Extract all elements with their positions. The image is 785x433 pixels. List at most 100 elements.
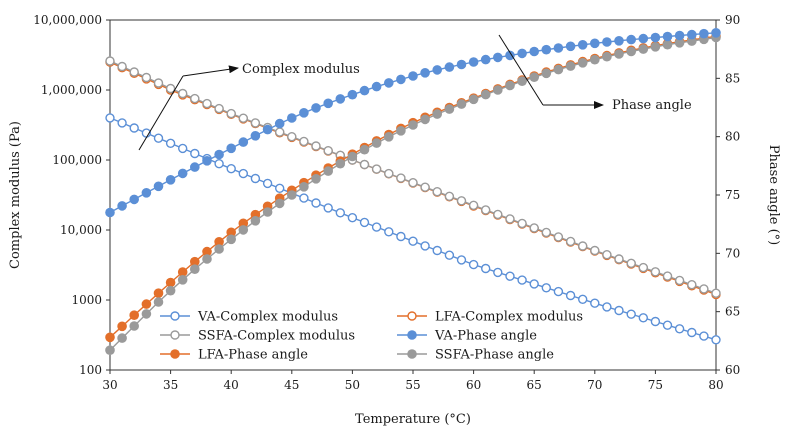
- ssfa-complex-modulus-point: [214, 103, 224, 114]
- ssfa-phase-angle-point: [129, 321, 139, 331]
- lfa-phase-angle-point: [226, 227, 236, 238]
- lfa-phase-angle-point: [190, 256, 200, 267]
- legend-swatch-marker: [407, 311, 417, 321]
- ssfa-complex-modulus-point: [626, 258, 636, 268]
- ssfa-phase-angle-point: [480, 89, 491, 100]
- ssfa-phase-angle-point: [432, 109, 443, 119]
- ssfa-phase-angle-point: [105, 345, 115, 356]
- va-complex-modulus-point: [262, 178, 273, 189]
- ssfa-phase-angle-point: [153, 297, 164, 307]
- va-phase-angle-point: [129, 194, 139, 205]
- series-ssfa-complex-modulus: [105, 56, 721, 298]
- va-complex-modulus-point: [190, 148, 200, 159]
- legend: VA-Complex modulus LFA-Complex modulus SSF…: [160, 310, 583, 363]
- x-tick-label: 60: [466, 378, 481, 392]
- lfa-phase-angle-point: [105, 332, 115, 343]
- ssfa-phase-angle-point: [626, 46, 636, 57]
- va-phase-angle-point: [590, 38, 600, 49]
- lfa-phase-angle-point: [141, 299, 152, 309]
- ssfa-complex-modulus-point: [590, 245, 600, 256]
- ssfa-complex-modulus-point: [226, 108, 236, 119]
- ssfa-complex-modulus-point: [238, 113, 249, 123]
- legend-swatch-marker: [407, 349, 417, 359]
- right-tick-label: 90: [725, 13, 740, 27]
- ssfa-phase-angle-point: [165, 285, 176, 296]
- ssfa-complex-modulus-point: [129, 67, 139, 77]
- ssfa-complex-modulus-point: [541, 227, 551, 238]
- x-tick-label: 55: [405, 378, 420, 392]
- ssfa-complex-modulus-point: [141, 72, 152, 83]
- va-complex-modulus-point: [699, 331, 709, 341]
- ssfa-complex-modulus-point: [432, 186, 442, 197]
- va-complex-modulus-point: [238, 168, 249, 179]
- va-phase-angle-point: [602, 37, 612, 47]
- va-complex-modulus-point: [408, 236, 418, 246]
- va-complex-modulus-point: [359, 217, 370, 228]
- ssfa-phase-angle-point: [650, 42, 661, 52]
- ssfa-phase-angle-point: [202, 254, 212, 264]
- va-phase-angle-point: [262, 124, 273, 135]
- ssfa-phase-angle-point: [638, 44, 649, 54]
- va-complex-modulus-point: [275, 183, 285, 194]
- ssfa-phase-angle-point: [408, 120, 418, 130]
- va-phase-angle-point: [444, 62, 455, 72]
- va-phase-angle-point: [141, 188, 152, 198]
- ssfa-phase-angle-point: [190, 264, 200, 275]
- ssfa-complex-modulus-point: [602, 249, 612, 260]
- va-phase-angle-point: [650, 32, 661, 43]
- va-complex-modulus-point: [177, 143, 188, 154]
- ssfa-phase-angle-point: [493, 85, 503, 95]
- ssfa-complex-modulus-point: [674, 275, 685, 286]
- ssfa-phase-angle-point: [238, 225, 249, 235]
- ssfa-phase-angle-point: [384, 132, 394, 142]
- va-phase-angle-point: [480, 54, 491, 65]
- x-tick-label: 80: [708, 378, 723, 392]
- series-va-phase-angle: [105, 28, 721, 218]
- right-tick-label: 65: [725, 305, 740, 319]
- ssfa-complex-modulus-point: [553, 232, 564, 242]
- series-va-complex-modulus: [105, 113, 721, 345]
- ssfa-complex-modulus-point: [444, 191, 455, 202]
- ssfa-phase-angle-point: [517, 76, 527, 86]
- x-tick-label: 50: [345, 378, 360, 392]
- va-phase-angle-point: [674, 30, 685, 41]
- ssfa-phase-angle-line: [109, 36, 717, 351]
- va-complex-modulus-point: [396, 231, 406, 242]
- va-complex-modulus-point: [335, 208, 345, 218]
- va-phase-angle-point: [311, 103, 321, 113]
- left-tick-label: 1,000,000: [41, 83, 102, 97]
- va-phase-angle-point: [468, 57, 479, 67]
- ssfa-complex-modulus-point: [177, 88, 188, 99]
- ssfa-complex-modulus-point: [117, 61, 127, 72]
- va-complex-modulus-point: [384, 227, 394, 237]
- ssfa-phase-angle-point: [565, 61, 576, 71]
- va-complex-modulus-point: [153, 133, 164, 143]
- lfa-phase-angle-point: [202, 246, 212, 257]
- va-phase-angle-point: [250, 131, 261, 141]
- legend-item-lfa-complex-modulus: LFA-Complex modulus: [397, 310, 583, 325]
- va-phase-angle-point: [117, 201, 127, 211]
- right-axis-ticks: 60 65 70 75 80 85 90: [716, 13, 740, 377]
- va-phase-angle-point: [105, 207, 115, 218]
- left-axis-ticks: 100 1000 10,000 100,000 1,000,000 10,000,000: [33, 13, 110, 377]
- va-complex-modulus-point: [541, 283, 551, 293]
- lfa-phase-angle-point: [117, 321, 127, 332]
- va-complex-modulus-point: [250, 173, 261, 184]
- x-tick-label: 35: [163, 378, 178, 392]
- ssfa-phase-angle-point: [444, 104, 455, 114]
- va-phase-angle-point: [299, 108, 309, 118]
- va-phase-angle-point: [420, 68, 430, 78]
- ssfa-phase-angle-point: [674, 38, 685, 48]
- ssfa-phase-angle-point: [177, 275, 188, 285]
- va-phase-angle-point: [687, 29, 697, 40]
- series-layer: [105, 28, 721, 356]
- x-tick-label: 40: [224, 378, 239, 392]
- ssfa-phase-angle-point: [262, 207, 273, 217]
- ssfa-phase-angle-point: [553, 64, 564, 75]
- va-phase-angle-point: [493, 52, 503, 63]
- va-complex-modulus-point: [529, 279, 539, 289]
- legend-item-ssfa-complex-modulus: SSFA-Complex modulus: [160, 329, 355, 344]
- ssfa-phase-angle-point: [214, 244, 224, 254]
- va-complex-modulus-point: [105, 113, 115, 123]
- va-complex-modulus-point: [481, 263, 491, 274]
